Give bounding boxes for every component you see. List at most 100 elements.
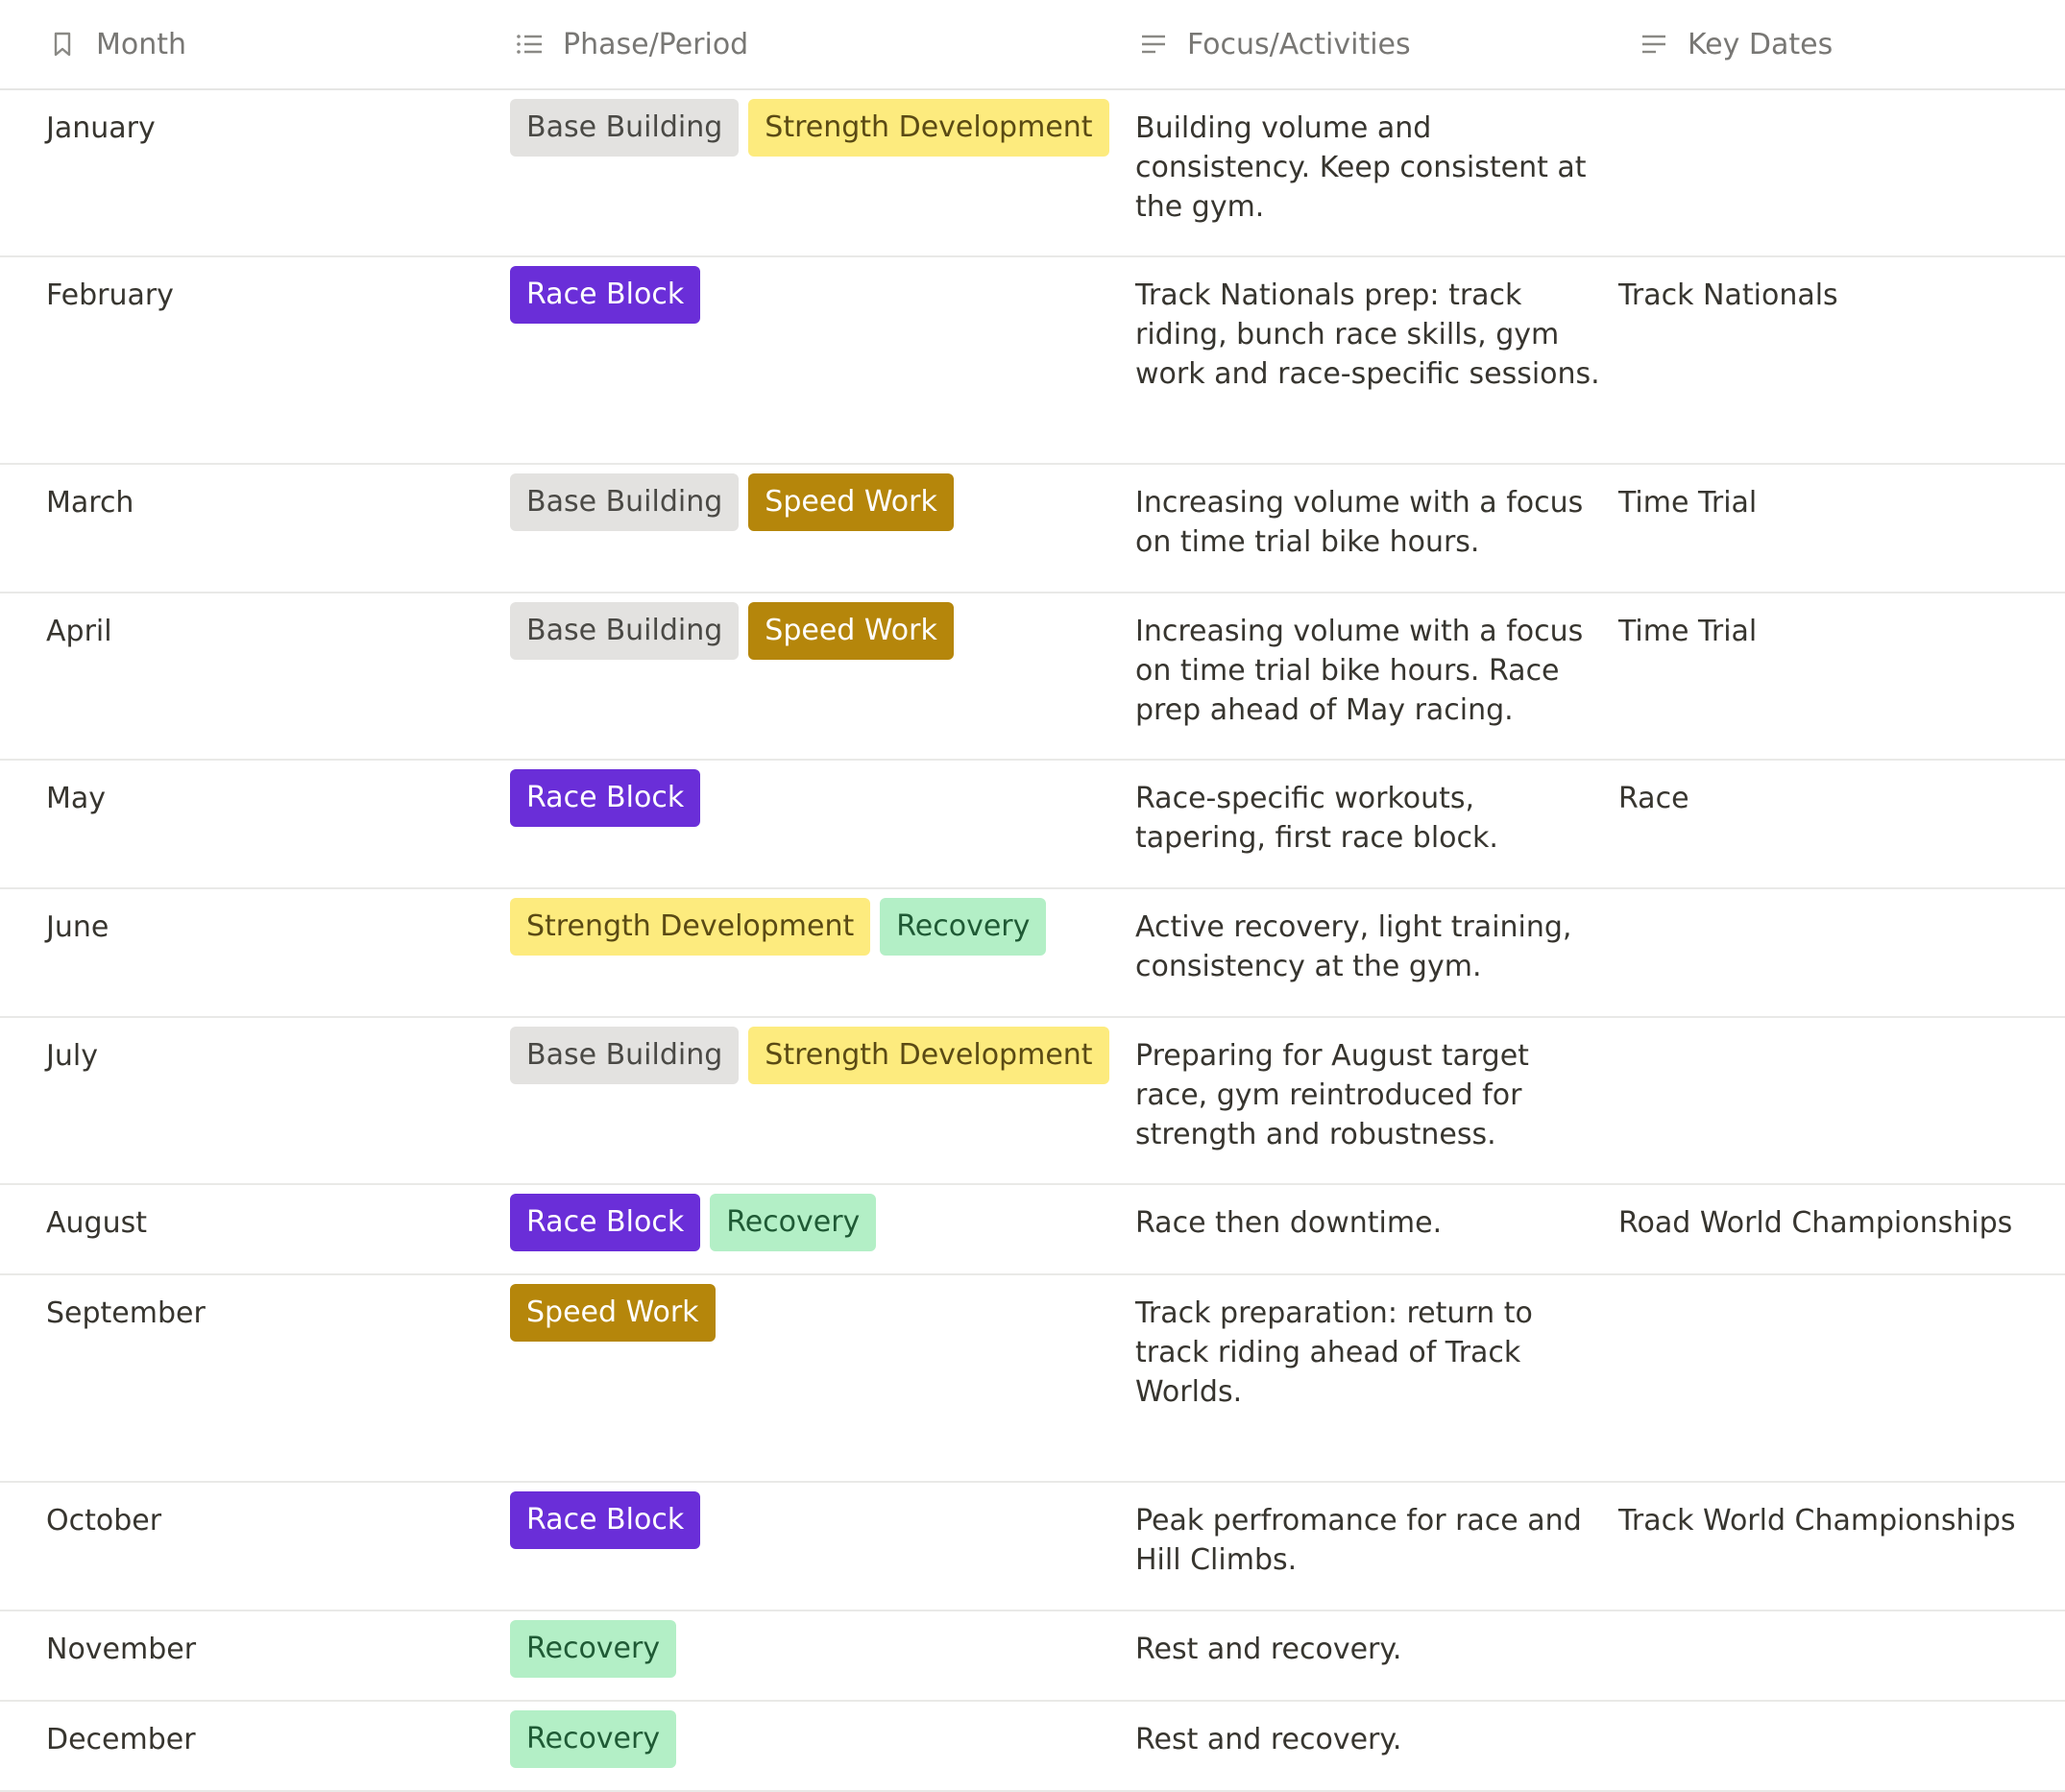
cell-month[interactable]: May bbox=[0, 761, 467, 887]
cell-month[interactable]: July bbox=[0, 1018, 467, 1183]
text-lines-icon bbox=[1642, 35, 1665, 54]
table-row[interactable]: November Recovery Rest and recovery. bbox=[0, 1611, 2065, 1702]
cell-focus[interactable]: Track Nationals prep: track riding, bunc… bbox=[1118, 257, 1618, 463]
cell-phase[interactable]: Race Block bbox=[467, 761, 1118, 887]
cell-key-dates[interactable] bbox=[1618, 1275, 2065, 1481]
phase-tag: Recovery bbox=[710, 1194, 877, 1251]
cell-focus[interactable]: Track preparation: return to track ridin… bbox=[1118, 1275, 1618, 1481]
focus-text: Active recovery, light training, consist… bbox=[1135, 910, 1572, 983]
phase-tags: Base Building Strength Development bbox=[510, 99, 1118, 157]
cell-phase[interactable]: Race Block bbox=[467, 257, 1118, 463]
cell-key-dates[interactable] bbox=[1618, 1018, 2065, 1183]
phase-tags: Base Building Speed Work bbox=[510, 602, 1118, 660]
phase-tag: Strength Development bbox=[748, 1027, 1109, 1084]
cell-focus[interactable]: Building volume and consistency. Keep co… bbox=[1118, 90, 1618, 255]
key-date-text: Road World Championships bbox=[1618, 1206, 2013, 1240]
cell-key-dates[interactable] bbox=[1618, 889, 2065, 1016]
cell-focus[interactable]: Increasing volume with a focus on time t… bbox=[1118, 465, 1618, 592]
column-header-label: Phase/Period bbox=[563, 27, 749, 61]
cell-month[interactable]: December bbox=[0, 1702, 467, 1790]
phase-tags: Race Block Recovery bbox=[510, 1194, 1118, 1251]
phase-tag: Recovery bbox=[880, 898, 1047, 956]
cell-month[interactable]: April bbox=[0, 593, 467, 759]
cell-key-dates[interactable] bbox=[1618, 1702, 2065, 1790]
month-name: February bbox=[46, 278, 174, 312]
cell-month[interactable]: March bbox=[0, 465, 467, 592]
phase-tag: Speed Work bbox=[748, 602, 954, 660]
focus-text: Track Nationals prep: track riding, bunc… bbox=[1135, 278, 1600, 391]
cell-key-dates[interactable]: Time Trial bbox=[1618, 465, 2065, 592]
phase-tag: Base Building bbox=[510, 1027, 740, 1084]
column-header-focus[interactable]: Focus/Activities bbox=[1118, 0, 1618, 88]
cell-phase[interactable]: Speed Work bbox=[467, 1275, 1118, 1481]
table-row[interactable]: August Race Block Recovery Race then downti… bbox=[0, 1185, 2065, 1275]
column-header-label: Key Dates bbox=[1688, 27, 1834, 61]
cell-key-dates[interactable]: Track Nationals bbox=[1618, 257, 2065, 463]
phase-tags: Race Block bbox=[510, 769, 1118, 827]
cell-phase[interactable]: Recovery bbox=[467, 1611, 1118, 1700]
column-header-key-dates[interactable]: Key Dates bbox=[1618, 0, 2065, 88]
column-header-phase[interactable]: Phase/Period bbox=[467, 0, 1118, 88]
table-row[interactable]: April Base Building Speed Work Increasing v… bbox=[0, 593, 2065, 761]
cell-focus[interactable]: Preparing for August target race, gym re… bbox=[1118, 1018, 1618, 1183]
cell-key-dates[interactable] bbox=[1618, 90, 2065, 255]
cell-phase[interactable]: Race Block bbox=[467, 1483, 1118, 1610]
cell-month[interactable]: September bbox=[0, 1275, 467, 1481]
table-row[interactable]: December Recovery Rest and recovery. bbox=[0, 1702, 2065, 1792]
cell-phase[interactable]: Race Block Recovery bbox=[467, 1185, 1118, 1273]
phase-tag: Race Block bbox=[510, 266, 701, 324]
focus-text: Rest and recovery. bbox=[1135, 1723, 1402, 1756]
cell-focus[interactable]: Race then downtime. bbox=[1118, 1185, 1618, 1273]
column-header-month[interactable]: Month bbox=[0, 0, 467, 88]
key-date-text: Track Nationals bbox=[1618, 278, 1838, 312]
phase-tag: Base Building bbox=[510, 473, 740, 531]
cell-focus[interactable]: Rest and recovery. bbox=[1118, 1611, 1618, 1700]
table-row[interactable]: March Base Building Speed Work Increasing v… bbox=[0, 465, 2065, 593]
cell-month[interactable]: June bbox=[0, 889, 467, 1016]
table-row[interactable]: June Strength Development Recovery Active r… bbox=[0, 889, 2065, 1018]
cell-month[interactable]: August bbox=[0, 1185, 467, 1273]
table-row[interactable]: July Base Building Strength Development Pre… bbox=[0, 1018, 2065, 1185]
focus-text: Track preparation: return to track ridin… bbox=[1135, 1296, 1533, 1409]
key-date-text: Track World Championships bbox=[1618, 1504, 2016, 1538]
key-date-text: Time Trial bbox=[1618, 486, 1758, 520]
key-date-text: Time Trial bbox=[1618, 615, 1758, 648]
cell-focus[interactable]: Race-specific workouts, tapering, first … bbox=[1118, 761, 1618, 887]
month-name: January bbox=[46, 111, 156, 145]
phase-tags: Recovery bbox=[510, 1710, 1118, 1768]
cell-key-dates[interactable] bbox=[1618, 1611, 2065, 1700]
table-row[interactable]: September Speed Work Track preparation: re… bbox=[0, 1275, 2065, 1483]
table-row[interactable]: October Race Block Peak perfromance for ra… bbox=[0, 1483, 2065, 1611]
table-body: January Base Building Strength Development… bbox=[0, 90, 2065, 1792]
focus-text: Peak perfromance for race and Hill Climb… bbox=[1135, 1504, 1582, 1577]
cell-key-dates[interactable]: Track World Championships bbox=[1618, 1483, 2065, 1610]
cell-phase[interactable]: Recovery bbox=[467, 1702, 1118, 1790]
cell-key-dates[interactable]: Time Trial bbox=[1618, 593, 2065, 759]
phase-tags: Base Building Strength Development bbox=[510, 1027, 1118, 1084]
phase-tag: Recovery bbox=[510, 1620, 677, 1678]
table-row[interactable]: January Base Building Strength Development… bbox=[0, 90, 2065, 257]
phase-tags: Recovery bbox=[510, 1620, 1118, 1678]
cell-phase[interactable]: Base Building Speed Work bbox=[467, 593, 1118, 759]
cell-month[interactable]: February bbox=[0, 257, 467, 463]
cell-key-dates[interactable]: Race bbox=[1618, 761, 2065, 887]
cell-phase[interactable]: Base Building Strength Development bbox=[467, 90, 1118, 255]
cell-phase[interactable]: Base Building Speed Work bbox=[467, 465, 1118, 592]
table-row[interactable]: May Race Block Race-specific workouts, tap… bbox=[0, 761, 2065, 889]
cell-month[interactable]: November bbox=[0, 1611, 467, 1700]
phase-tags: Base Building Speed Work bbox=[510, 473, 1118, 531]
cell-month[interactable]: October bbox=[0, 1483, 467, 1610]
month-name: March bbox=[46, 486, 134, 520]
cell-focus[interactable]: Peak perfromance for race and Hill Climb… bbox=[1118, 1483, 1618, 1610]
cell-focus[interactable]: Active recovery, light training, consist… bbox=[1118, 889, 1618, 1016]
cell-month[interactable]: January bbox=[0, 90, 467, 255]
cell-focus[interactable]: Rest and recovery. bbox=[1118, 1702, 1618, 1790]
table-row[interactable]: February Race Block Track Nationals prep: … bbox=[0, 257, 2065, 465]
cell-phase[interactable]: Base Building Strength Development bbox=[467, 1018, 1118, 1183]
cell-key-dates[interactable]: Road World Championships bbox=[1618, 1185, 2065, 1273]
cell-focus[interactable]: Increasing volume with a focus on time t… bbox=[1118, 593, 1618, 759]
focus-text: Increasing volume with a focus on time t… bbox=[1135, 486, 1584, 559]
cell-phase[interactable]: Strength Development Recovery bbox=[467, 889, 1118, 1016]
month-name: September bbox=[46, 1296, 206, 1330]
